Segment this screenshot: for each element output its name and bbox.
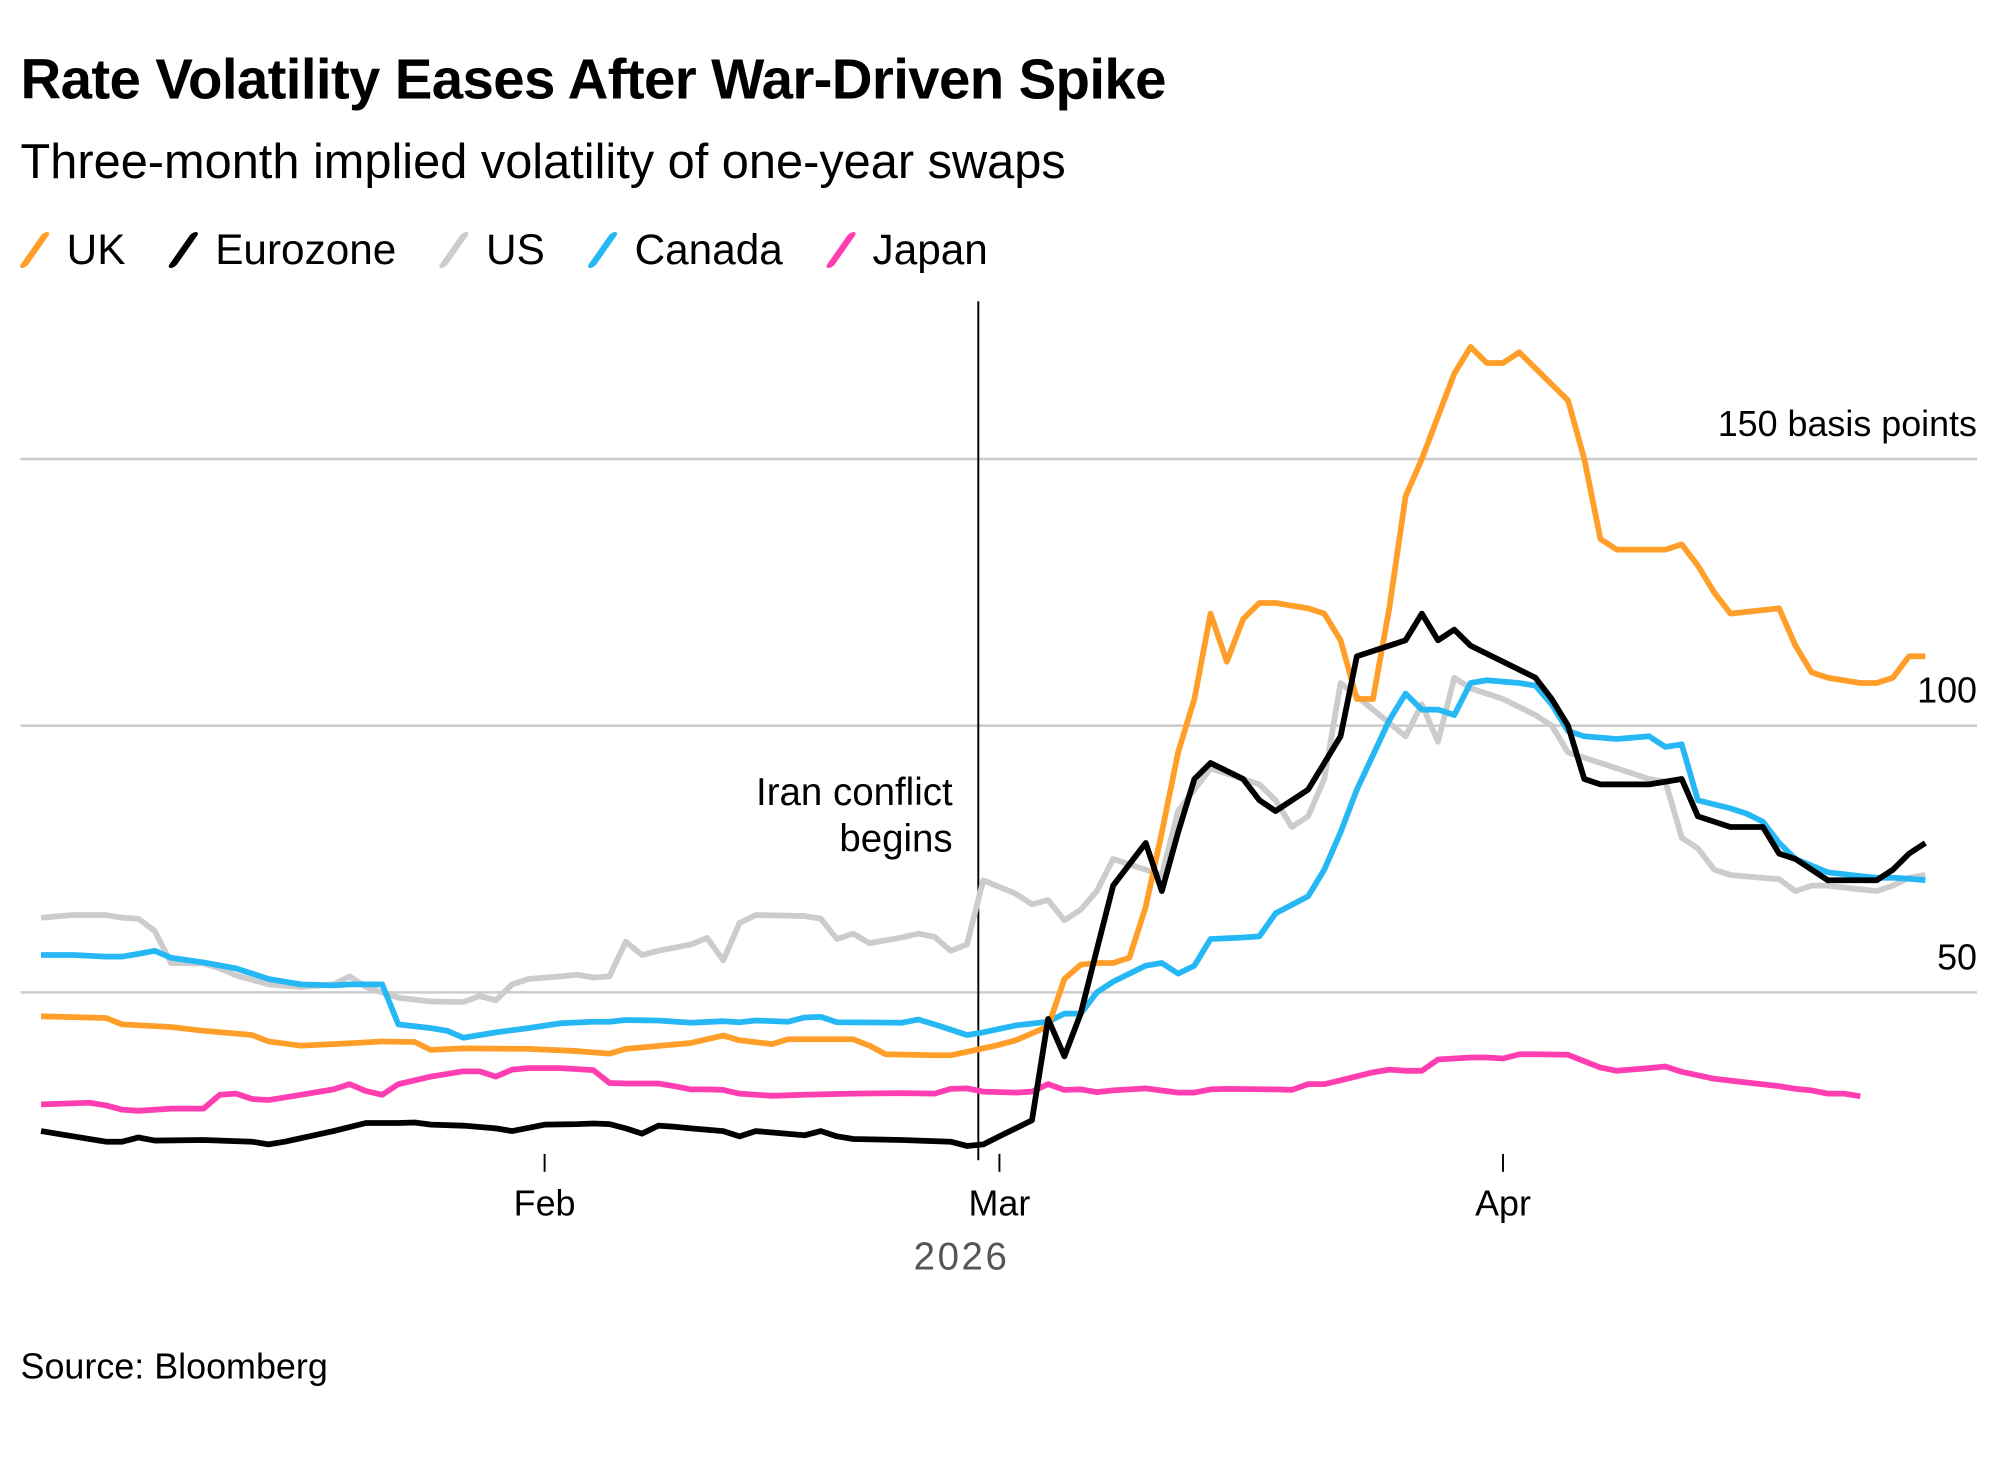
legend-label-eurozone: Eurozone (215, 225, 397, 274)
y-tick-label-50: 50 (1937, 937, 1977, 977)
series-line-canada (41, 677, 1926, 1041)
legend-item-japan: Japan (824, 225, 988, 275)
y-axis-labels: 50 100 150 basis points (1718, 404, 1977, 977)
annotation-text: begins (839, 817, 952, 860)
x-tick-label-mar: Mar (969, 1183, 1031, 1223)
x-tick-label-apr: Apr (1475, 1183, 1531, 1223)
legend-item-uk: UK (18, 225, 126, 275)
legend-label-canada: Canada (634, 225, 783, 274)
chart-subtitle: Three-month implied volatility of one-ye… (20, 135, 1066, 190)
chart-title: Rate Volatility Eases After War-Driven S… (20, 48, 1167, 112)
series-line-japan (40, 1051, 1861, 1114)
legend-label-us: US (486, 225, 545, 274)
series-line-eurozone (40, 610, 1927, 1149)
series-lines (40, 344, 1927, 1149)
legend-item-eurozone: Eurozone (166, 225, 397, 275)
series-line-us (40, 674, 1926, 1005)
legend-label-uk: UK (66, 225, 126, 274)
annotation-text: Iran conflict (756, 771, 953, 814)
legend: UK Eurozone US Canada Japan (18, 225, 1032, 275)
legend-item-canada: Canada (586, 225, 783, 275)
x-axis: Feb Mar Apr 2026 (514, 1153, 1531, 1278)
source-note: Source: Bloomberg (20, 1346, 328, 1386)
x-axis-year-label: 2026 (914, 1235, 1010, 1278)
legend-label-japan: Japan (872, 225, 988, 274)
y-tick-label-150: 150 basis points (1718, 404, 1977, 444)
y-tick-label-100: 100 (1917, 671, 1977, 711)
series-line-uk (40, 344, 1926, 1059)
gridlines (20, 457, 1977, 994)
x-tick-label-feb: Feb (514, 1183, 576, 1223)
legend-item-us: US (437, 225, 545, 275)
